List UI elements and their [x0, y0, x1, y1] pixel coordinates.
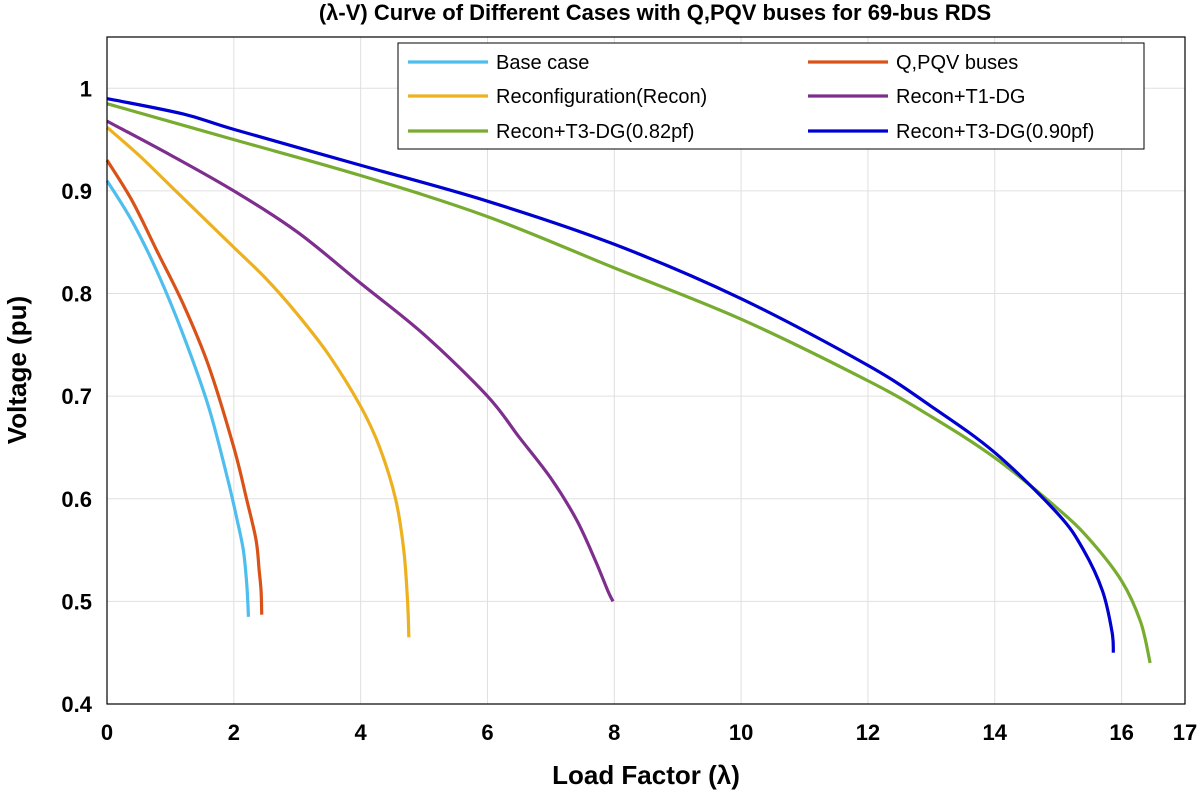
- x-tick-label: 8: [608, 720, 620, 745]
- y-tick-label: 0.6: [61, 487, 92, 512]
- y-tick-label: 0.5: [61, 589, 92, 614]
- tick-labels: 0 2 4 6 8 10 12 14 16 17 0.4 0.5 0.6 0.7 0.8 0.9 1: [61, 76, 1197, 745]
- legend-label-recon-t3-dg-0-82pf: Recon+T3-DG(0.82pf): [496, 121, 694, 143]
- x-tick-label: 6: [481, 720, 493, 745]
- series-lines: [105, 97, 1152, 664]
- legend-box: [397, 42, 1145, 150]
- series-line-recon-t1-dg: [106, 119, 615, 603]
- series-line-recon-t3-dg-0-82pf: [106, 102, 1152, 664]
- x-axis-label: Load Factor (λ): [552, 760, 740, 790]
- x-tick-label: 16: [1109, 720, 1133, 745]
- x-tick-label: 0: [101, 720, 113, 745]
- legend: Base case Q,PQV buses Reconfiguration(Reco…: [397, 42, 1145, 150]
- x-tick-label: 17: [1173, 720, 1197, 745]
- legend-label-recon-t3-dg-0-90pf: Recon+T3-DG(0.90pf): [896, 121, 1094, 143]
- y-tick-label: 1: [80, 76, 92, 101]
- y-tick-label: 0.7: [61, 384, 92, 409]
- x-tick-label: 2: [228, 720, 240, 745]
- legend-label-base-case: Base case: [496, 52, 589, 74]
- plot-frame: [106, 36, 1186, 705]
- legend-label-q-pqv-buses: Q,PQV buses: [896, 52, 1018, 74]
- y-tick-label: 0.9: [61, 179, 92, 204]
- x-tick-label: 12: [856, 720, 880, 745]
- x-tick-label: 4: [355, 720, 368, 745]
- legend-label-recon-t1-dg: Recon+T1-DG: [896, 86, 1026, 108]
- series-line-reconfiguration-recon: [105, 126, 411, 638]
- y-tick-label: 0.4: [61, 692, 92, 717]
- legend-label-reconfiguration-recon: Reconfiguration(Recon): [496, 86, 707, 108]
- series-line-base-case: [105, 179, 251, 617]
- x-tick-label: 10: [729, 720, 753, 745]
- series-line-recon-t3-dg-0-90pf: [106, 97, 1115, 653]
- series-line-q-pqv-buses: [105, 159, 264, 615]
- chart-title: (λ-V) Curve of Different Cases with Q,PQ…: [319, 0, 991, 25]
- y-tick-label: 0.8: [61, 282, 92, 307]
- x-tick-label: 14: [983, 720, 1008, 745]
- y-axis-label: Voltage (pu): [2, 296, 32, 444]
